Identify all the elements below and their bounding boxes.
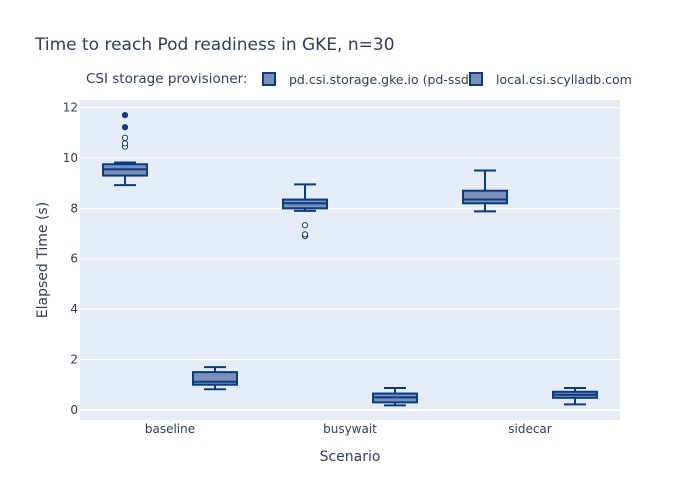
x-tick-label-baseline: baseline: [145, 422, 195, 436]
legend: CSI storage provisioner: pd.csi.storage.…: [86, 71, 632, 87]
gridlines: [80, 107, 620, 411]
y-tick-label-0: 0: [70, 403, 78, 417]
series-0: [102, 112, 508, 240]
legend-item-pd-ssd[interactable]: pd.csi.storage.gke.io (pd-ssd): [262, 72, 474, 87]
box-1-baseline: [192, 366, 238, 391]
y-axis-title: Elapsed Time (s): [35, 202, 51, 318]
outlier-point-3: [121, 124, 129, 131]
y-axis-ticks: 0 2 4 6 8 10 12: [63, 101, 78, 417]
legend-item-local-csi[interactable]: local.csi.scylladb.com: [469, 72, 632, 87]
y-tick-label-4: 4: [70, 302, 78, 316]
legend-label-pd-ssd: pd.csi.storage.gke.io (pd-ssd): [289, 72, 474, 87]
box-body: [462, 189, 508, 205]
box-1-busywait: [372, 387, 418, 407]
outlier-point-2: [121, 134, 129, 141]
legend-swatch-local-csi: [469, 72, 483, 86]
outlier-point-2: [301, 222, 309, 229]
y-tick-label-12: 12: [63, 101, 78, 115]
legend-title: CSI storage provisioner:: [86, 71, 247, 87]
x-tick-label-sidecar: sidecar: [508, 422, 552, 436]
chart-title: Time to reach Pod readiness in GKE, n=30: [34, 35, 395, 55]
box-0-busywait: [282, 183, 328, 240]
y-tick-label-8: 8: [70, 201, 78, 215]
outlier-point-1: [301, 231, 309, 238]
legend-swatch-pd-ssd: [262, 72, 276, 86]
y-tick-label-10: 10: [63, 151, 78, 165]
series-1: [192, 366, 598, 407]
plot-area: [80, 100, 620, 420]
y-tick-label-2: 2: [70, 353, 78, 367]
y-tick-label-6: 6: [70, 252, 78, 266]
x-axis-title: Scenario: [320, 449, 381, 465]
box-1-sidecar: [552, 387, 598, 406]
outlier-point-1: [121, 140, 129, 147]
box-series: [102, 112, 598, 407]
x-tick-label-busywait: busywait: [323, 422, 377, 436]
legend-label-local-csi: local.csi.scylladb.com: [496, 72, 632, 87]
x-axis-ticks: baseline busywait sidecar: [145, 422, 552, 436]
box-0-baseline: [102, 112, 148, 187]
box-0-sidecar: [462, 169, 508, 213]
box-body: [192, 371, 238, 386]
outlier-point-4: [121, 112, 129, 119]
